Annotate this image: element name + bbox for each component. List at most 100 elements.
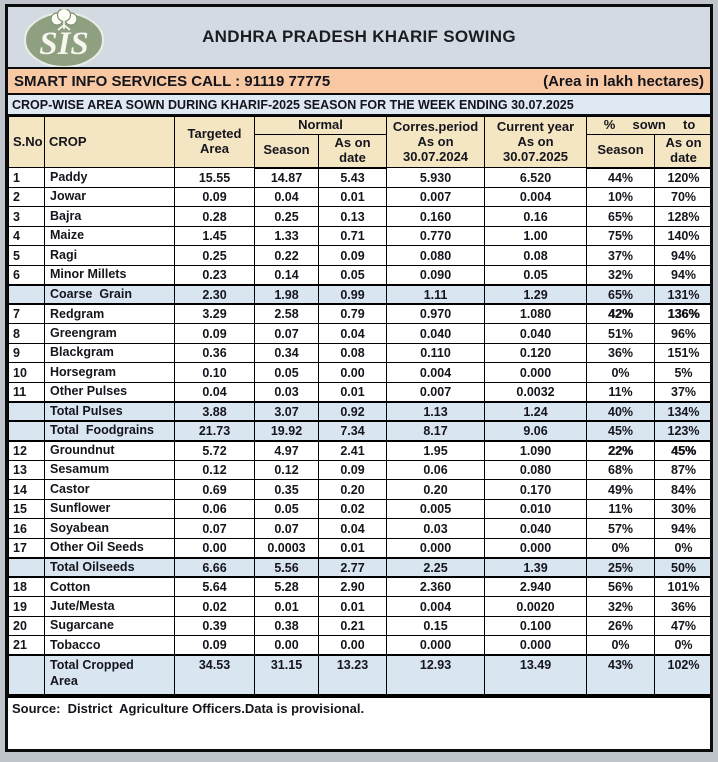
cell-sno: 15 <box>8 498 45 520</box>
summary-row: Total Oilseeds 6.66 5.56 2.77 2.25 1.39 25% 50% <box>8 556 710 579</box>
cell-value: 5.72 <box>174 440 255 461</box>
cell-value: 0% <box>586 635 656 656</box>
cell-value: 0.35 <box>254 479 319 500</box>
cell-sno: 16 <box>8 518 45 539</box>
info-bar-unit: (Area in lakh hectares) <box>543 72 704 90</box>
cell-value: 0.99 <box>317 283 388 306</box>
cell-crop: Other Oil Seeds <box>44 537 175 559</box>
table-row: 3 Bajra 0.28 0.25 0.13 0.160 0.16 65% 128% <box>8 206 710 227</box>
cotton-boll-icon <box>50 9 78 31</box>
cell-value: 0.01 <box>317 596 388 617</box>
cell-value: 42% <box>586 303 656 325</box>
cell-value: 0.00 <box>317 635 388 656</box>
cell-sno: 6 <box>8 264 45 286</box>
cell-value: 0.16 <box>484 206 588 227</box>
table-row: 5 Ragi 0.25 0.22 0.09 0.080 0.08 37% 94% <box>8 245 710 266</box>
cell-value: 37% <box>654 381 710 403</box>
cell-value: 0.004 <box>484 186 588 208</box>
cell-value: 84% <box>654 479 710 500</box>
cell-value: 0.0032 <box>484 381 588 403</box>
cell-value: 1.45 <box>174 225 255 247</box>
cell-value: 5.28 <box>254 576 319 598</box>
cell-value: 0.00 <box>317 362 388 383</box>
cell-value: 0.004 <box>386 362 486 383</box>
col-header-pct-season: Season <box>586 133 656 169</box>
cell-value: 13.49 <box>484 654 588 697</box>
cell-crop: Sugarcane <box>44 615 175 637</box>
cell-value: 0.10 <box>174 362 255 383</box>
table-row: 9 Blackgram 0.36 0.34 0.08 0.110 0.120 36% 151% <box>8 342 710 364</box>
cell-value: 0.040 <box>484 323 588 344</box>
cell-value: 0.09 <box>174 186 255 208</box>
header-row-groups: S.No CROP Targeted Area Normal Corres.pe… <box>8 115 710 169</box>
cell-value: 0.01 <box>317 537 388 559</box>
table-header: S.No CROP Targeted Area Normal Corres.pe… <box>8 115 710 169</box>
info-bar-contact: SMART INFO SERVICES CALL : 91119 77775 <box>14 72 331 90</box>
cell-crop: Coarse Grain <box>44 283 175 306</box>
cell-value: 0.110 <box>386 342 486 364</box>
cell-value: 13.23 <box>317 654 388 697</box>
cell-sno: 17 <box>8 537 45 559</box>
cell-value: 0.06 <box>386 459 486 481</box>
cell-value: 0.07 <box>174 518 255 539</box>
cell-value: 0.92 <box>317 400 388 423</box>
table-row: 17 Other Oil Seeds 0.00 0.0003 0.01 0.000 0.00… <box>8 537 710 559</box>
cell-crop: Sesamum <box>44 459 175 481</box>
cell-crop: Sunflower <box>44 498 175 520</box>
cell-value: 94% <box>654 245 710 266</box>
cell-value: 0.03 <box>386 518 486 539</box>
cell-value: 1.95 <box>386 440 486 461</box>
cell-value: 0.22 <box>254 245 319 266</box>
cell-value: 1.11 <box>386 283 486 306</box>
table-row: 8 Greengram 0.09 0.07 0.04 0.040 0.040 51% 96% <box>8 323 710 344</box>
cell-value: 12.93 <box>386 654 486 697</box>
cell-value: 0% <box>586 537 656 559</box>
cell-value: 3.07 <box>254 400 319 423</box>
cell-value: 68% <box>586 459 656 481</box>
cell-crop: Groundnut <box>44 440 175 461</box>
cell-value: 0.04 <box>174 381 255 403</box>
cell-value: 0.09 <box>174 635 255 656</box>
cell-value: 102% <box>654 654 710 697</box>
table-body: 1 Paddy 15.55 14.87 5.43 5.930 6.520 44% 120% 2 Jo… <box>8 167 710 697</box>
cell-value: 5.64 <box>174 576 255 598</box>
summary-row: Total Cropped Area 34.53 31.15 13.23 12.93 13… <box>8 654 710 697</box>
cell-value: 0.23 <box>174 264 255 286</box>
cell-value: 70% <box>654 186 710 208</box>
table-row: 20 Sugarcane 0.39 0.38 0.21 0.15 0.100 26% 47% <box>8 615 710 637</box>
cell-value: 3.88 <box>174 400 255 423</box>
cell-value: 0.12 <box>174 459 255 481</box>
cell-sno: 11 <box>8 381 45 403</box>
cell-crop: Soyabean <box>44 518 175 539</box>
cell-value: 131% <box>654 283 710 306</box>
cell-value: 4.97 <box>254 440 319 461</box>
cell-value: 14.87 <box>254 167 319 188</box>
cell-value: 0.010 <box>484 498 588 520</box>
cell-sno: 13 <box>8 459 45 481</box>
cell-value: 19.92 <box>254 420 319 442</box>
cell-value: 0.00 <box>174 537 255 559</box>
cell-sno: 14 <box>8 479 45 500</box>
cell-value: 43% <box>586 654 656 697</box>
table-row: 6 Minor Millets 0.23 0.14 0.05 0.090 0.05 32% 94… <box>8 264 710 286</box>
cell-sno: 18 <box>8 576 45 598</box>
cell-value: 0.04 <box>317 323 388 344</box>
cell-crop: Jowar <box>44 186 175 208</box>
cell-value: 2.41 <box>317 440 388 461</box>
cell-sno <box>8 654 45 697</box>
cell-value: 2.90 <box>317 576 388 598</box>
cell-value: 0.20 <box>386 479 486 500</box>
cell-value: 0.04 <box>254 186 319 208</box>
cell-value: 5.43 <box>317 167 388 188</box>
cell-value: 0.160 <box>386 206 486 227</box>
cell-value: 87% <box>654 459 710 481</box>
cell-crop: Total Oilseeds <box>44 556 175 579</box>
cell-value: 0.100 <box>484 615 588 637</box>
cell-value: 128% <box>654 206 710 227</box>
table-row: 14 Castor 0.69 0.35 0.20 0.20 0.170 49% 84% <box>8 479 710 500</box>
cell-crop: Jute/Mesta <box>44 596 175 617</box>
cell-value: 0.000 <box>386 537 486 559</box>
cell-sno: 12 <box>8 440 45 461</box>
cell-value: 0.770 <box>386 225 486 247</box>
cell-value: 30% <box>654 498 710 520</box>
